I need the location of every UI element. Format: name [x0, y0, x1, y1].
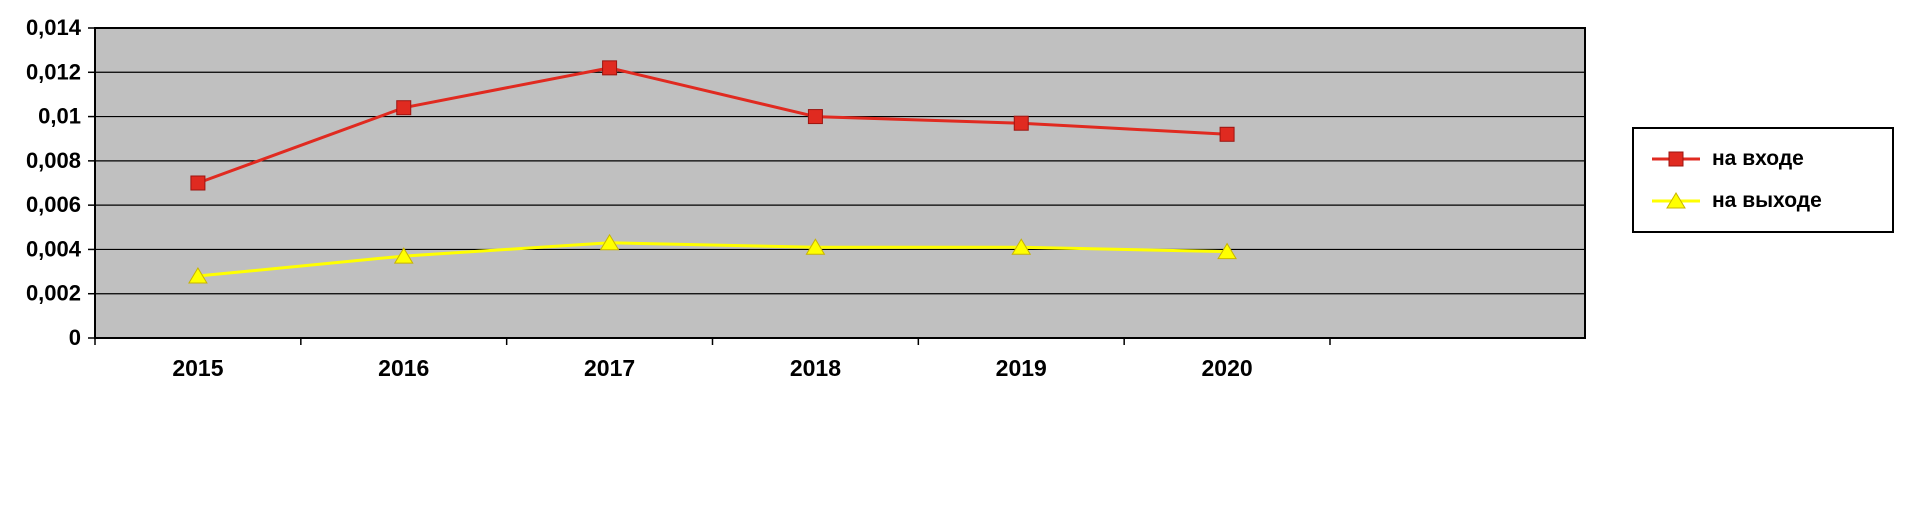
x-axis-label: 2018 — [790, 355, 841, 381]
x-axis-label: 2016 — [378, 355, 429, 381]
data-point-triangle-marker — [599, 233, 620, 251]
x-axis-label: 2020 — [1201, 355, 1252, 381]
data-point-square-marker — [1013, 115, 1029, 131]
x-axis-label: 2017 — [584, 355, 635, 381]
data-point-triangle-marker — [1011, 238, 1032, 255]
y-axis-label: 0,008 — [26, 148, 81, 173]
y-axis-label: 0,012 — [26, 59, 81, 84]
chart-legend: на входе на выходе — [1632, 127, 1894, 233]
data-point-triangle-marker — [393, 247, 414, 264]
data-point-triangle-marker — [1217, 242, 1237, 260]
data-point-square-marker — [396, 100, 412, 116]
legend-marker — [1668, 151, 1684, 167]
legend-marker — [1666, 192, 1686, 209]
legend-item-na-vykhode: на выходе — [1650, 189, 1892, 213]
y-axis-label: 0,004 — [26, 236, 82, 261]
data-point-triangle-marker — [805, 238, 826, 255]
data-point-triangle-marker — [188, 267, 208, 284]
red-square-series-icon — [1652, 151, 1700, 167]
y-axis-label: 0,006 — [26, 192, 81, 217]
yellow-triangle-series-icon — [1652, 192, 1700, 209]
x-axis-label: 2015 — [172, 355, 223, 381]
series-line-1 — [197, 241, 1228, 278]
data-point-square-marker — [807, 109, 823, 125]
legend-label: на входе — [1712, 147, 1804, 170]
y-axis-label: 0,01 — [38, 104, 81, 129]
legend-item-na-vkhode: на входе — [1650, 147, 1892, 171]
y-axis-label: 0 — [69, 325, 81, 350]
plot-background — [95, 28, 1585, 338]
plot-border — [94, 27, 1586, 339]
data-point-square-marker — [190, 175, 206, 191]
data-point-square-marker — [1219, 126, 1235, 142]
y-axis-label: 0,002 — [26, 281, 81, 306]
data-point-square-marker — [602, 60, 618, 76]
series-line-0 — [197, 66, 1228, 185]
y-axis-label: 0,014 — [26, 15, 82, 40]
legend-label: на выходе — [1712, 189, 1822, 212]
x-axis-label: 2019 — [996, 355, 1047, 381]
